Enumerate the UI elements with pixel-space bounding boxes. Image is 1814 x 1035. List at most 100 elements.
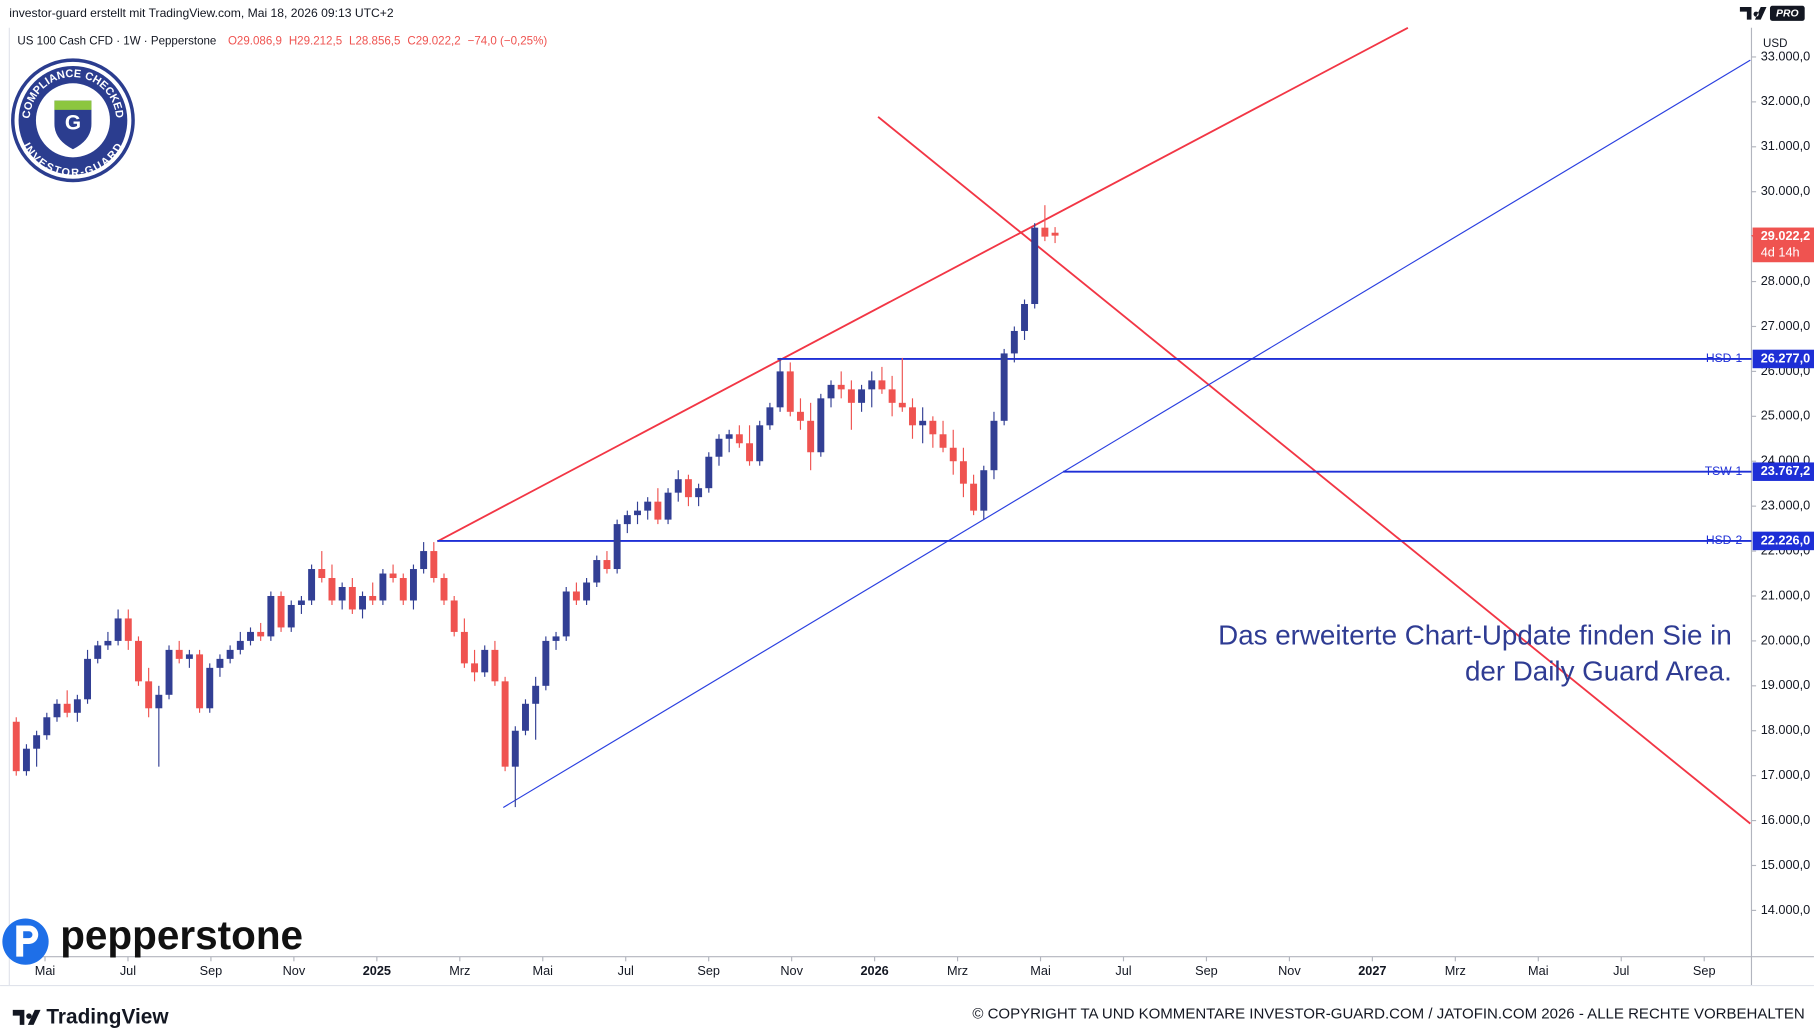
candle-body — [84, 658, 92, 700]
header-text: investor-guard erstellt mit TradingView.… — [9, 6, 394, 20]
candle-body — [725, 434, 733, 439]
candle-body — [959, 461, 967, 484]
candle-body — [1000, 353, 1008, 421]
ohlc-legend-item: −74,0 (−0,25%) — [468, 36, 548, 48]
candle-body — [695, 488, 703, 498]
candle-body — [827, 384, 835, 399]
candle-body — [440, 578, 448, 601]
candle-body — [501, 681, 509, 767]
x-tick-label: Jul — [1115, 963, 1131, 978]
candle-body — [206, 667, 214, 709]
candle-body — [369, 595, 377, 601]
candle-body — [53, 703, 61, 718]
x-tick-label: Sep — [697, 963, 720, 978]
tv-logo-icon — [1739, 6, 1767, 20]
candle-body — [287, 604, 295, 628]
candle-body — [12, 721, 20, 772]
y-tick-label: 21.000,0 — [1761, 587, 1811, 602]
x-tick-label: 2025 — [363, 963, 391, 978]
x-tick-label: Mrz — [947, 963, 968, 978]
candle-body — [552, 636, 560, 641]
y-tick-label: 16.000,0 — [1761, 812, 1811, 827]
candle-body — [583, 582, 591, 601]
candle-body — [1051, 232, 1059, 236]
candle-body — [786, 371, 794, 412]
candle-body — [277, 595, 285, 628]
candle-body — [746, 443, 754, 462]
tv-pro-logo: PRO — [1738, 4, 1806, 22]
candle-body — [949, 447, 957, 462]
x-tick-label: Mai — [1528, 963, 1548, 978]
candle-body — [562, 591, 570, 637]
candle-body — [430, 551, 438, 579]
candle-body — [135, 640, 142, 682]
candle-body — [542, 640, 550, 686]
candle-body — [328, 578, 336, 601]
candle-body — [114, 618, 122, 641]
copyright: © COPYRIGHT TA UND KOMMENTARE INVESTOR-G… — [972, 1005, 1804, 1022]
candle-body — [715, 438, 723, 457]
y-tick-label: 28.000,0 — [1761, 273, 1811, 288]
x-tick-label: Jul — [120, 963, 136, 978]
y-tick-label: 32.000,0 — [1761, 93, 1811, 108]
candle-body — [970, 483, 978, 511]
pepperstone-logo: pepperstone — [2, 912, 303, 965]
y-tick-label: 25.000,0 — [1761, 408, 1811, 423]
y-tick-label: 14.000,0 — [1761, 902, 1811, 917]
y-tick-label: 18.000,0 — [1761, 722, 1811, 737]
candle-body — [674, 479, 682, 493]
candle-body — [471, 663, 479, 673]
candle-body — [644, 501, 652, 511]
candle-body — [247, 631, 254, 641]
x-tick-label: Mai — [1030, 963, 1051, 978]
candle-body — [654, 501, 662, 520]
upper-channel-line — [436, 26, 1409, 543]
candle-body — [165, 649, 173, 695]
candle-body — [664, 492, 672, 520]
compliance-badge: COMPLIANCE CHECKED INVESTOR-GUARD G — [11, 58, 135, 183]
candle-body — [603, 560, 611, 570]
candle-body — [257, 631, 265, 637]
candle-body — [684, 479, 692, 498]
candle-body — [807, 420, 815, 453]
candle-body — [104, 640, 112, 646]
x-tick-label: Sep — [1693, 963, 1716, 978]
candle-body — [898, 402, 906, 408]
annotation-text: Das erweiterte Chart-Update finden Sie i… — [1218, 620, 1732, 651]
candle-body — [847, 389, 855, 403]
level-price-label: 22.226,0 — [1761, 532, 1811, 547]
candle-body — [185, 654, 193, 659]
candle-body — [705, 456, 713, 489]
candle-body — [532, 685, 540, 704]
countdown-label: 4d 14h — [1761, 244, 1800, 259]
tradingview-footer-logo: TradingView — [12, 1005, 169, 1028]
candle-body — [359, 595, 366, 610]
candle-body — [522, 703, 529, 731]
ohlc-legend-item: L28.856,5 — [349, 36, 400, 48]
x-tick-label: Mai — [35, 963, 56, 978]
level-name: TSW-1 — [1705, 464, 1743, 478]
tv-footer-text: TradingView — [46, 1005, 169, 1028]
y-tick-label: 33.000,0 — [1761, 48, 1811, 63]
candle-body — [878, 380, 886, 390]
currency-label: USD — [1763, 38, 1787, 50]
x-tick-label: Nov — [780, 963, 803, 978]
candle-body — [623, 515, 631, 525]
candle-body — [919, 420, 927, 426]
candle-body — [73, 699, 81, 713]
pro-badge: PRO — [1776, 9, 1799, 20]
candle-body — [33, 735, 41, 749]
level-name: HSD-2 — [1706, 533, 1743, 547]
symbol-text: US 100 Cash CFD · 1W · Pepperstone — [17, 36, 216, 48]
annotation-text: der Daily Guard Area. — [1465, 656, 1732, 687]
ohlc-legend-item: C29.022,2 — [407, 36, 460, 48]
last-price-label: 29.022,2 — [1761, 228, 1811, 243]
y-tick-label: 27.000,0 — [1761, 318, 1811, 333]
x-tick-label: Nov — [283, 963, 306, 978]
y-tick-label: 23.000,0 — [1761, 498, 1811, 513]
candle-body — [572, 591, 580, 601]
level-price-box — [1752, 462, 1814, 481]
candle-body — [980, 470, 988, 511]
